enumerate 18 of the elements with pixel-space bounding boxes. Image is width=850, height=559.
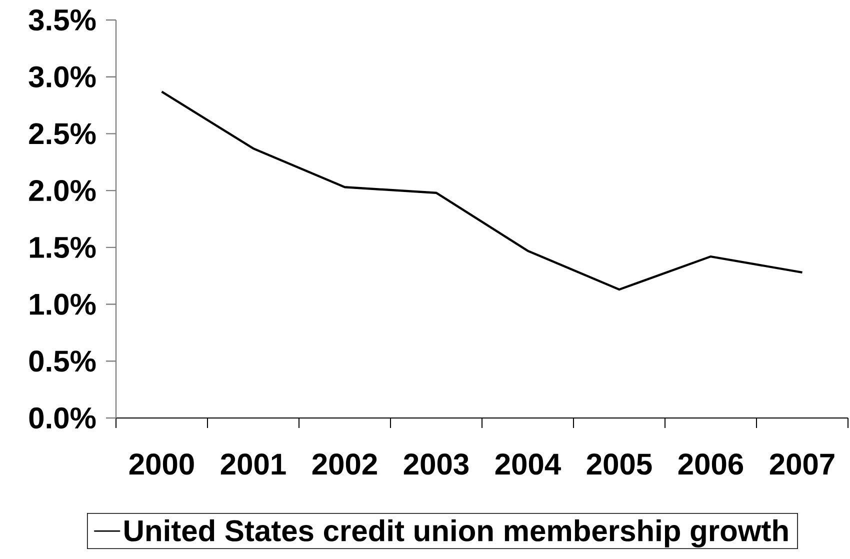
y-tick-label: 3.5% xyxy=(28,9,96,31)
y-tick-label: 2.0% xyxy=(29,180,96,202)
y-tick-label: 1.5% xyxy=(30,236,96,258)
line-series xyxy=(160,90,804,291)
x-tick-label: 2007 xyxy=(770,454,834,475)
y-tick-label: 1.0% xyxy=(30,294,96,315)
x-tick-label: 2006 xyxy=(678,454,744,475)
x-tick-label: 2005 xyxy=(586,454,652,475)
legend-label: United States credit union membership growth xyxy=(124,519,788,548)
y-tick-label: 0.5% xyxy=(29,350,96,372)
x-tick-label: 2000 xyxy=(129,454,194,475)
y-tick-label: 2.5% xyxy=(29,123,96,144)
x-tick-label: 2003 xyxy=(404,454,469,475)
y-tick-label: 3.0% xyxy=(28,66,96,88)
x-tick-label: 2004 xyxy=(495,454,561,475)
x-tick-label: 2002 xyxy=(312,454,377,475)
y-tick-label: 0.0% xyxy=(29,407,96,429)
x-tick-label: 2001 xyxy=(220,454,286,475)
